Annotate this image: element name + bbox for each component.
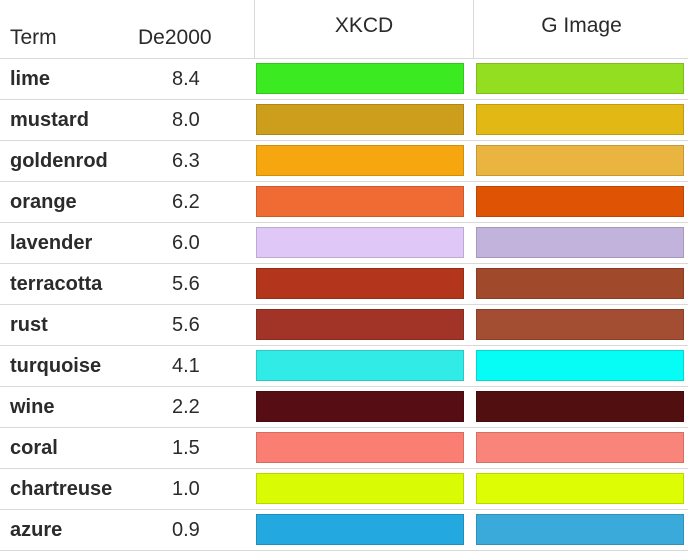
table-row: terracotta 5.6 — [0, 264, 688, 305]
term-cell: mustard — [10, 109, 89, 131]
de2000-cell: 1.5 — [172, 437, 200, 459]
xkcd-color-swatch — [256, 104, 464, 135]
g-image-color-swatch — [476, 473, 684, 504]
term-cell: lime — [10, 68, 51, 90]
de2000-cell: 4.1 — [172, 355, 200, 377]
table-row: chartreuse 1.0 — [0, 469, 688, 510]
xkcd-color-swatch — [256, 391, 464, 422]
de2000-cell: 5.6 — [172, 273, 200, 295]
g-image-color-swatch — [476, 104, 684, 135]
de2000-cell: 2.2 — [172, 396, 200, 418]
term-cell: lavender — [10, 232, 93, 254]
de2000-cell: 6.0 — [172, 232, 200, 254]
term-cell: terracotta — [10, 273, 103, 295]
table-row: rust 5.6 — [0, 305, 688, 346]
de2000-cell: 8.4 — [172, 68, 200, 90]
xkcd-color-swatch — [256, 63, 464, 94]
de2000-cell: 0.9 — [172, 519, 200, 541]
table-row: goldenrod 6.3 — [0, 141, 688, 182]
table-row: mustard 8.0 — [0, 100, 688, 141]
g-image-color-swatch — [476, 514, 684, 545]
header-g-image: G Image — [473, 0, 688, 58]
header-g-image-label: G Image — [541, 14, 622, 37]
g-image-color-swatch — [476, 186, 684, 217]
xkcd-color-swatch — [256, 227, 464, 258]
term-cell: rust — [10, 314, 48, 336]
xkcd-color-swatch — [256, 145, 464, 176]
xkcd-color-swatch — [256, 514, 464, 545]
table-row: turquoise 4.1 — [0, 346, 688, 387]
term-cell: wine — [10, 396, 55, 418]
term-cell: chartreuse — [10, 478, 113, 500]
xkcd-color-swatch — [256, 309, 464, 340]
g-image-color-swatch — [476, 309, 684, 340]
table-row: coral 1.5 — [0, 428, 688, 469]
de2000-cell: 1.0 — [172, 478, 200, 500]
de2000-cell: 8.0 — [172, 109, 200, 131]
term-cell: goldenrod — [10, 150, 108, 172]
de2000-cell: 5.6 — [172, 314, 200, 336]
de2000-cell: 6.3 — [172, 150, 200, 172]
term-cell: coral — [10, 437, 58, 459]
xkcd-color-swatch — [256, 473, 464, 504]
g-image-color-swatch — [476, 145, 684, 176]
table-row: azure 0.9 — [0, 510, 688, 551]
g-image-color-swatch — [476, 63, 684, 94]
table-row: wine 2.2 — [0, 387, 688, 428]
table-body: lime 8.4 mustard 8.0 goldenrod 6.3 orange 6.2 la… — [0, 59, 688, 551]
table-row: lavender 6.0 — [0, 223, 688, 264]
xkcd-color-swatch — [256, 432, 464, 463]
table-row: lime 8.4 — [0, 59, 688, 100]
header-term: Term — [10, 26, 57, 49]
table-row: orange 6.2 — [0, 182, 688, 223]
g-image-color-swatch — [476, 391, 684, 422]
xkcd-color-swatch — [256, 350, 464, 381]
xkcd-color-swatch — [256, 186, 464, 217]
header-de2000: De2000 — [138, 26, 212, 49]
header-xkcd-label: XKCD — [334, 14, 394, 37]
table-header: Term De2000 XKCD G Image — [0, 0, 688, 59]
de2000-cell: 6.2 — [172, 191, 200, 213]
g-image-color-swatch — [476, 268, 684, 299]
xkcd-color-swatch — [256, 268, 464, 299]
g-image-color-swatch — [476, 227, 684, 258]
g-image-color-swatch — [476, 432, 684, 463]
term-cell: orange — [10, 191, 77, 213]
term-cell: azure — [10, 519, 63, 541]
g-image-color-swatch — [476, 350, 684, 381]
term-cell: turquoise — [10, 355, 102, 377]
header-xkcd: XKCD — [254, 0, 473, 58]
